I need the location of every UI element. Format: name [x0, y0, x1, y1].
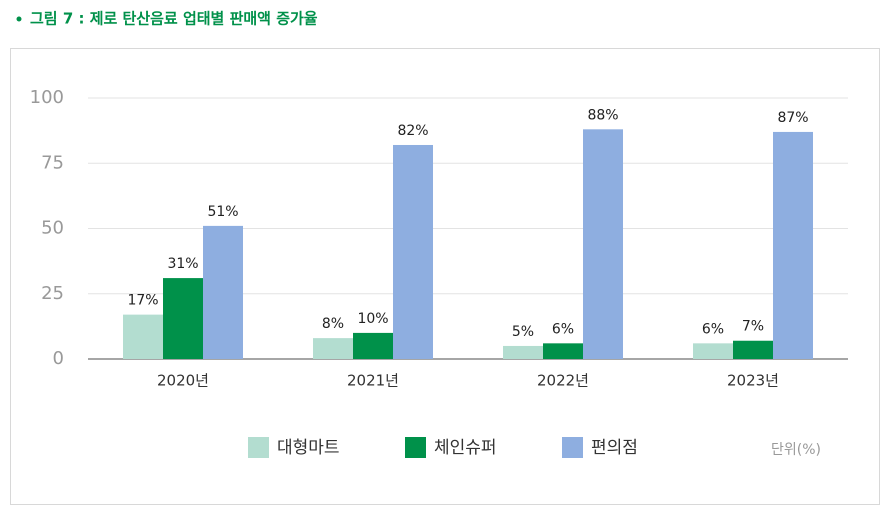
x-tick-label: 2023년 — [727, 372, 779, 390]
y-tick-label: 25 — [41, 283, 64, 304]
bar — [773, 131, 813, 359]
bar — [583, 129, 623, 359]
bar — [313, 338, 353, 359]
x-tick-label: 2021년 — [347, 372, 399, 390]
chart-frame — [10, 48, 880, 505]
legend-label: 체인슈퍼 — [434, 438, 497, 458]
y-tick-label: 0 — [53, 348, 64, 369]
value-label: 10% — [357, 311, 388, 327]
value-label: 31% — [167, 256, 198, 272]
value-label: 17% — [127, 293, 158, 309]
y-tick-label: 75 — [41, 152, 64, 173]
chart-title: 그림 7 : 제로 탄산음료 업태별 판매액 증가율 — [30, 10, 318, 28]
bar — [393, 144, 433, 359]
value-label: 5% — [512, 324, 534, 340]
bar — [163, 278, 203, 359]
value-label: 8% — [322, 316, 344, 332]
value-label: 6% — [552, 321, 574, 337]
value-label: 87% — [777, 110, 808, 126]
bar — [543, 343, 583, 359]
value-label: 6% — [702, 321, 724, 337]
value-label: 88% — [587, 107, 618, 123]
x-tick-label: 2020년 — [157, 372, 209, 390]
legend-label: 대형마트 — [277, 438, 340, 458]
legend-swatch — [562, 437, 583, 458]
legend-label: 편의점 — [591, 438, 638, 458]
bar — [353, 332, 393, 359]
y-tick-label: 50 — [41, 218, 64, 239]
value-label: 51% — [207, 204, 238, 220]
y-tick-label: 100 — [30, 87, 64, 108]
title-bullet — [16, 16, 22, 22]
bar — [123, 314, 163, 359]
bar — [203, 225, 243, 359]
legend-swatch — [405, 437, 426, 458]
value-label: 7% — [742, 319, 764, 335]
unit-label: 단위(%) — [771, 442, 821, 458]
value-label: 82% — [397, 123, 428, 139]
bar — [503, 345, 543, 359]
legend-swatch — [248, 437, 269, 458]
x-tick-label: 2022년 — [537, 372, 589, 390]
bar — [733, 340, 773, 359]
bar — [693, 343, 733, 359]
